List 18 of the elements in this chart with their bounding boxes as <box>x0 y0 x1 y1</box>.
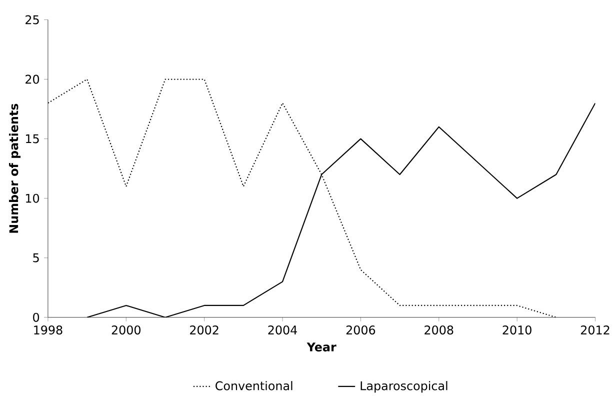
x-tick-label: 2012 <box>580 325 610 334</box>
y-axis-title: Number of patients <box>9 104 21 233</box>
legend-label: Laparoscopical <box>360 381 448 393</box>
x-axis-title: Year <box>306 342 336 352</box>
x-tick-label: 2008 <box>424 325 454 334</box>
x-tick-label: 2002 <box>190 325 218 334</box>
y-tick-label: 0 <box>33 312 40 322</box>
x-tick-label: 1998 <box>34 325 62 334</box>
y-tick-label: 10 <box>26 194 40 203</box>
x-tick-label: 2010 <box>502 325 532 334</box>
x-tick-label: 2004 <box>268 325 297 334</box>
x-tick-label: 2006 <box>346 325 376 334</box>
legend-label: Conventional <box>216 381 292 390</box>
y-tick-label: 25 <box>26 15 39 24</box>
y-tick-label: 5 <box>33 253 39 262</box>
y-tick-label: 15 <box>26 134 39 144</box>
x-tick-label: 2000 <box>112 325 140 334</box>
y-tick-label: 20 <box>26 74 40 84</box>
